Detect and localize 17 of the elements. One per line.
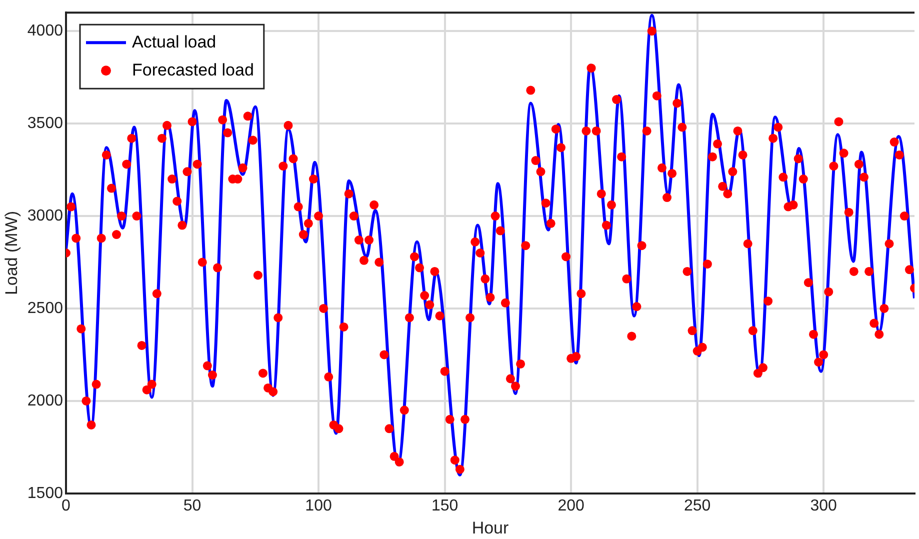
y-tick-label: 2500 — [27, 300, 64, 317]
x-tick-label: 200 — [558, 497, 584, 514]
legend-label: Forecasted load — [132, 60, 254, 80]
y-tick-label: 1500 — [27, 484, 64, 502]
legend-label: Actual load — [132, 32, 216, 52]
x-tick-label: 300 — [810, 497, 838, 514]
y-tick-label: 3000 — [27, 207, 64, 224]
y-tick-label: 3500 — [27, 114, 64, 132]
y-tick-label: 4000 — [27, 22, 64, 40]
x-tick-label: 250 — [684, 497, 711, 514]
x-tick-label: 0 — [62, 497, 71, 514]
y-tick-label: 2000 — [27, 392, 64, 410]
x-tick-label: 50 — [183, 497, 202, 514]
x-axis-title: Hour — [472, 518, 510, 538]
x-tick-label: 100 — [305, 497, 332, 514]
x-tick-label: 150 — [431, 497, 458, 514]
y-axis-title: Load (MW) — [2, 210, 21, 296]
